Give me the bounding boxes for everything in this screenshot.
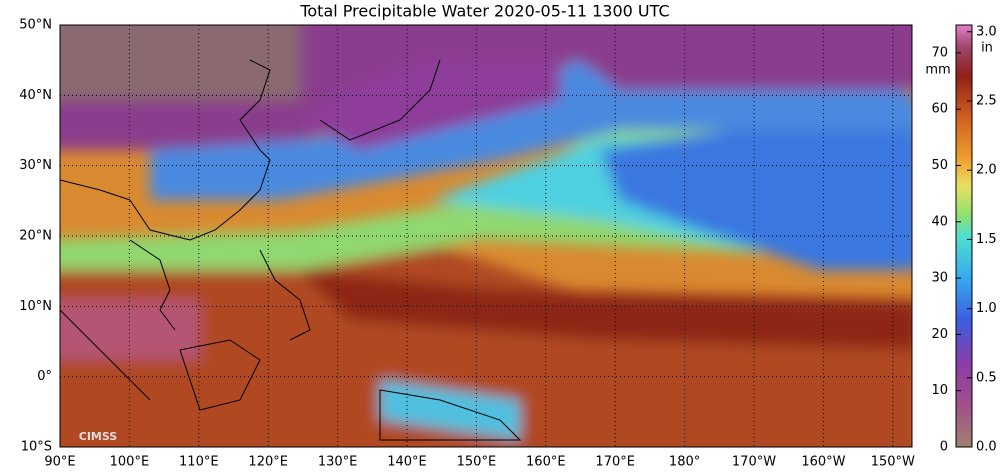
lon-label: 160°W [801,455,845,470]
in-tick-label: 3.0 [976,24,997,39]
lon-label: 170°W [732,455,776,470]
mm-tick-label: 50 [931,158,948,173]
lat-label: 50°N [19,18,52,33]
mm-tick-label: 60 [931,102,948,117]
colorbar [955,24,973,448]
coastlines [60,59,522,441]
lon-label: 100°E [110,455,150,470]
lon-label: 90°E [44,455,75,470]
mm-tick-label: 70 [931,45,948,60]
colorbar-in-unit: in [981,41,993,56]
mm-tick-label: 30 [931,271,948,286]
lon-label: 170°E [595,455,635,470]
lat-label: 30°N [19,158,52,173]
lon-label: 150°E [457,455,497,470]
lon-label: 120°E [248,455,288,470]
mm-tick-label: 0 [940,440,948,455]
map-frame [59,24,913,448]
in-tick-label: 0.5 [976,370,997,385]
in-tick-label: 2.0 [976,163,997,178]
in-tick-label: 1.5 [976,232,997,247]
lon-label: 180° [669,455,700,470]
lat-label: 10°S [21,439,52,454]
lat-label: 40°N [19,88,52,103]
lon-label: 160°E [526,455,566,470]
lon-label: 110°E [179,455,219,470]
tpw-map [60,25,912,447]
mm-tick-label: 10 [931,383,948,398]
in-tick-label: 1.0 [976,301,997,316]
colorbar-mm-unit: mm [925,63,950,78]
lat-label: 10°N [19,299,52,314]
lon-label: 140°E [387,455,427,470]
lat-label: 0° [37,369,52,384]
in-tick-label: 0.0 [976,440,997,455]
lon-label: 130°E [318,455,358,470]
in-tick-label: 2.5 [976,94,997,109]
title: Total Precipitable Water 2020-05-11 1300… [299,2,669,21]
lat-label: 20°N [19,228,52,243]
mm-tick-label: 40 [931,214,948,229]
mm-tick-label: 20 [931,327,948,342]
lon-label: 150°W [871,455,915,470]
logo: CIMSS [79,430,118,443]
labels: 50°N 40°N 30°N 20°N 10°N 0° 10°S90°E 100°E 110°E… [19,18,996,470]
